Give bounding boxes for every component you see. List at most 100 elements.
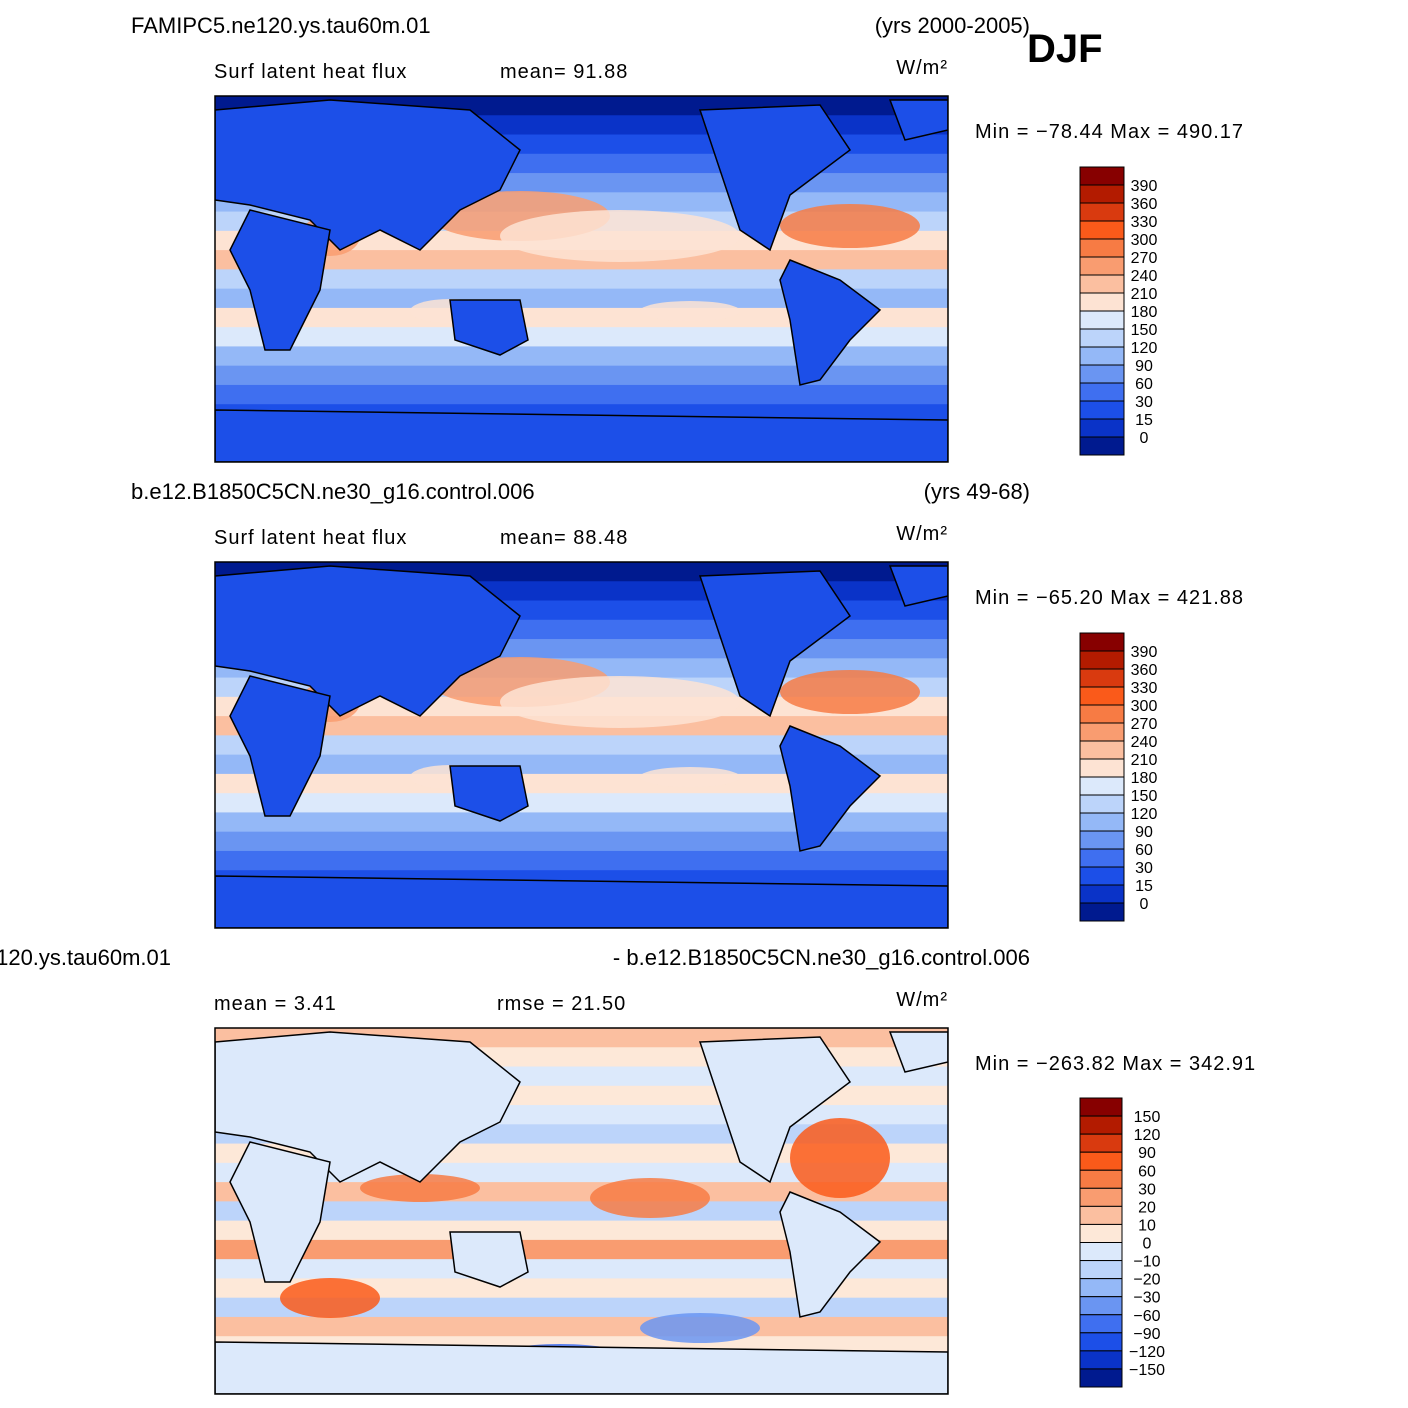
- colorbar-box: [1079, 704, 1125, 724]
- land: [449, 299, 529, 356]
- colorbar-label: 300: [1131, 232, 1158, 249]
- map-band: [215, 384, 948, 406]
- map-band: [215, 288, 948, 309]
- subtitle-mid: mean= 88.48: [500, 527, 628, 549]
- colorbar-label: 390: [1131, 644, 1158, 661]
- min-max: Min = −78.44 Max = 490.17: [975, 121, 1244, 143]
- colorbar-label: 240: [1131, 268, 1158, 285]
- colorbar-label: −20: [1133, 1272, 1160, 1289]
- colorbar-label: 180: [1131, 304, 1158, 321]
- panel: FAMIPC5.ne120.ys.tau60m.01 (yrs 2000-2005…: [131, 13, 1244, 463]
- map-feature: [640, 767, 740, 787]
- colorbar-label: 210: [1131, 752, 1158, 769]
- colorbar-box: [1079, 436, 1125, 456]
- map-band: [215, 831, 948, 852]
- colorbar-box: [1079, 292, 1125, 312]
- map-feature: [780, 204, 920, 248]
- title-left: FAMIPC5.ne120.ys.tau60m.01: [0, 945, 171, 970]
- map-band: [215, 1316, 948, 1338]
- map-band: [215, 812, 948, 833]
- colorbar-label: 120: [1131, 340, 1158, 357]
- map-feature: [590, 1178, 710, 1218]
- colorbar-label: 30: [1135, 860, 1153, 877]
- map-band: [215, 793, 948, 814]
- colorbar-box: [1079, 848, 1125, 868]
- map-feature: [790, 1118, 890, 1198]
- land: [779, 725, 882, 852]
- colorbar-box: [1079, 310, 1125, 330]
- title-right: (yrs 2000-2005): [875, 13, 1030, 38]
- colorbar-box: [1079, 1151, 1123, 1171]
- colorbar-box: [1079, 1368, 1123, 1388]
- map-band: [215, 1239, 948, 1261]
- colorbar-label: 60: [1138, 1163, 1156, 1180]
- colorbar-box: [1079, 1205, 1123, 1225]
- colorbar-box: [1079, 758, 1125, 778]
- colorbar-box: [1079, 1242, 1123, 1262]
- map: [215, 562, 948, 928]
- land: [215, 409, 948, 462]
- units: W/m²: [896, 989, 948, 1011]
- colorbar-box: [1079, 686, 1125, 706]
- colorbar-label: 150: [1131, 322, 1158, 339]
- map-frame: [214, 561, 949, 929]
- colorbar-box: [1079, 166, 1125, 186]
- subtitle-mid: rmse = 21.50: [497, 993, 626, 1015]
- colorbar-label: −10: [1133, 1254, 1160, 1271]
- map-band: [215, 754, 948, 775]
- land: [888, 1031, 948, 1073]
- colorbar-label: 20: [1138, 1199, 1156, 1216]
- colorbar-box: [1079, 650, 1125, 670]
- colorbar-label: 270: [1131, 716, 1158, 733]
- units: W/m²: [896, 57, 948, 79]
- colorbar-label: 360: [1131, 662, 1158, 679]
- subtitle-left: Surf latent heat flux: [214, 527, 407, 549]
- colorbar-box: [1079, 1187, 1123, 1207]
- panel: FAMIPC5.ne120.ys.tau60m.01 - b.e12.B1850C…: [0, 945, 1255, 1395]
- colorbar-label: 240: [1131, 734, 1158, 751]
- map-feature: [500, 210, 740, 262]
- title-left: b.e12.B1850C5CN.ne30_g16.control.006: [131, 479, 535, 504]
- map-feature: [500, 676, 740, 728]
- title-right: (yrs 49-68): [924, 479, 1030, 504]
- colorbar-box: [1079, 202, 1125, 222]
- colorbar-box: [1079, 866, 1125, 886]
- colorbar-label: 90: [1135, 824, 1153, 841]
- panel: b.e12.B1850C5CN.ne30_g16.control.006 (yrs…: [131, 479, 1243, 929]
- map-frame: [214, 95, 949, 463]
- colorbar-box: [1079, 632, 1125, 652]
- map-feature: [640, 1313, 760, 1343]
- land: [229, 675, 331, 817]
- land: [215, 99, 521, 251]
- map-feature: [360, 1174, 480, 1202]
- colorbar-label: 30: [1135, 394, 1153, 411]
- colorbar-box: [1079, 364, 1125, 384]
- map: [215, 96, 948, 462]
- colorbar-box: [1079, 1350, 1123, 1370]
- colorbar-box: [1079, 1169, 1123, 1189]
- colorbar-box: [1079, 346, 1125, 366]
- land: [229, 1141, 331, 1283]
- colorbar-label: 270: [1131, 250, 1158, 267]
- colorbar-label: 60: [1135, 842, 1153, 859]
- colorbar-box: [1079, 184, 1125, 204]
- colorbar-box: [1079, 400, 1125, 420]
- colorbar-box: [1079, 238, 1125, 258]
- colorbar-label: 210: [1131, 286, 1158, 303]
- map-band: [215, 1259, 948, 1280]
- colorbar-box: [1079, 722, 1125, 742]
- colorbar-box: [1079, 1115, 1123, 1135]
- map-band: [215, 1201, 948, 1222]
- subtitle-left: Surf latent heat flux: [214, 61, 407, 83]
- colorbar-label: 300: [1131, 698, 1158, 715]
- colorbar-box: [1079, 1278, 1123, 1298]
- map-band: [215, 269, 948, 290]
- map-band: [215, 1278, 948, 1299]
- land: [888, 565, 948, 607]
- colorbar-label: 0: [1140, 896, 1149, 913]
- colorbar-label: 360: [1131, 196, 1158, 213]
- title-right: - b.e12.B1850C5CN.ne30_g16.control.006: [613, 945, 1030, 970]
- colorbar-box: [1079, 812, 1125, 832]
- colorbar-box: [1079, 794, 1125, 814]
